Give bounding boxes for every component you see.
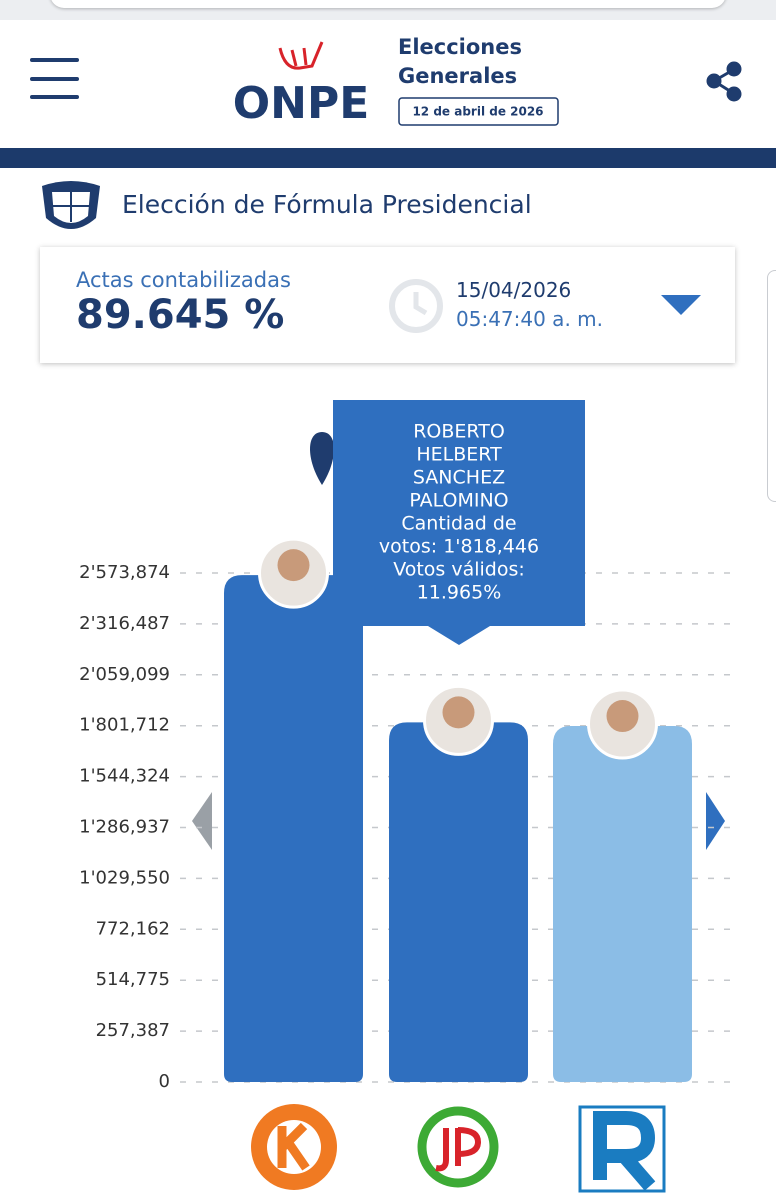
y-tick-label: 772,162 [96, 918, 170, 939]
tooltip-text: Cantidad de [401, 513, 516, 535]
menu-button[interactable] [30, 58, 79, 99]
candidate-photo-face [277, 549, 310, 582]
nav-right[interactable] [706, 792, 725, 850]
chart: 0 257,387 514,775 772,162 1'029,550 1'286,937… [79, 400, 735, 1193]
bar [389, 722, 528, 1082]
section-title: Elección de Fórmula Presidencial [122, 190, 532, 219]
summary-label: Actas contabilizadas [76, 268, 291, 292]
dropdown-toggle[interactable] [660, 293, 702, 317]
tooltip-text: 11.965% [417, 582, 502, 604]
header-band [0, 148, 776, 168]
y-tick-label: 1'029,550 [79, 867, 170, 888]
header: ONPE Elecciones Generales 12 de abril de… [30, 35, 742, 129]
share-button[interactable] [706, 61, 742, 102]
candidate-photo-face [606, 700, 639, 733]
tooltip-text: ROBERTO [413, 421, 505, 443]
y-tick-label: 1'544,324 [79, 766, 170, 787]
tooltip-text: PALOMINO [409, 490, 508, 512]
y-tick-label: 2'059,099 [79, 664, 170, 685]
header-title: Elecciones [398, 35, 522, 59]
search-bar[interactable] [50, 0, 726, 8]
scroll-edge [767, 270, 776, 502]
y-tick-label: 257,387 [96, 1020, 170, 1041]
bar [553, 726, 692, 1082]
y-tick-label: 2'573,874 [79, 562, 170, 583]
summary-time: 05:47:40 a. m. [456, 307, 603, 331]
logo-mark [278, 41, 324, 70]
y-tick-label: 1'286,937 [79, 817, 170, 838]
location-pin [310, 432, 334, 485]
header-date: 12 de abril de 2026 [412, 105, 543, 119]
y-tick-label: 514,775 [96, 969, 170, 990]
tooltip-pointer [428, 626, 490, 645]
summary-date: 15/04/2026 [456, 278, 572, 302]
date-box [398, 97, 559, 126]
y-tick-label: 0 [159, 1071, 170, 1092]
party-logo [277, 1122, 310, 1171]
tooltip-text: HELBERT [416, 444, 502, 466]
summary-value: 89.645 % [76, 292, 285, 338]
bar [224, 575, 363, 1082]
nav-left[interactable] [192, 792, 212, 850]
y-tick-label: 1'801,712 [79, 715, 170, 736]
party-logo [435, 1127, 482, 1172]
summary-card [40, 247, 735, 363]
emblem [42, 181, 100, 229]
tooltip-text: SANCHEZ [413, 467, 505, 489]
clock-icon [389, 279, 443, 333]
y-tick-label: 2'316,487 [79, 613, 170, 634]
candidate-photo-face [442, 696, 475, 729]
party-logo [593, 1111, 656, 1191]
party-logo [417, 1106, 499, 1188]
logo-text: ONPE [233, 78, 370, 129]
tooltip-text: Votos válidos: [393, 559, 525, 581]
tooltip-text: votos: 1'818,446 [379, 536, 539, 558]
header-title: Generales [398, 64, 517, 88]
tooltip-box [333, 400, 585, 626]
